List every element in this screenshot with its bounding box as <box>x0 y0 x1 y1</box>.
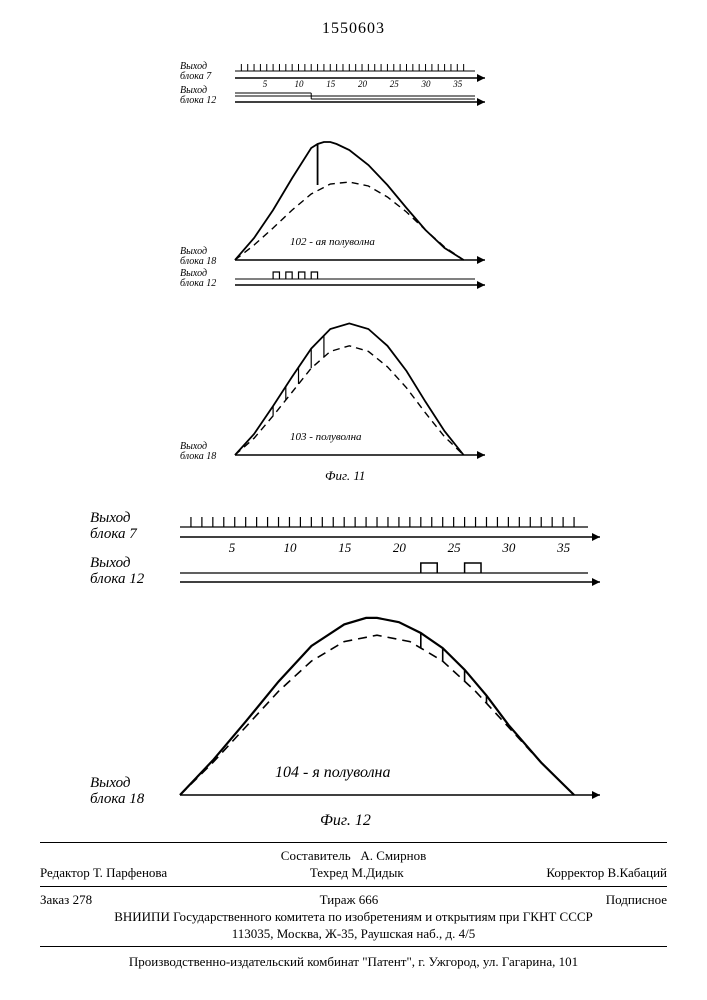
svg-text:20: 20 <box>358 79 368 89</box>
prod-line: Производственно-издательский комбинат "П… <box>40 954 667 971</box>
svg-text:104 - я полуволна: 104 - я полуволна <box>275 764 390 781</box>
corrector-cell: Корректор В.Кабаций <box>546 865 667 882</box>
vniip-line2: 113035, Москва, Ж-35, Раушская наб., д. … <box>40 926 667 943</box>
svg-text:5: 5 <box>229 540 236 555</box>
composer-label: Составитель <box>281 848 351 863</box>
svg-text:блока 12: блока 12 <box>180 95 216 106</box>
svg-text:Фиг. 11: Фиг. 11 <box>325 468 365 483</box>
separator <box>40 946 667 947</box>
credits-block-2: Заказ 278 Тираж 666 Подписное ВНИИПИ Гос… <box>40 892 667 943</box>
svg-text:блока 18: блока 18 <box>180 256 216 267</box>
svg-text:блока 7: блока 7 <box>90 526 138 542</box>
svg-text:103 - полуволна: 103 - полуволна <box>290 431 362 443</box>
separator <box>40 886 667 887</box>
figure-12-svg: Выходблока 75101520253035Выходблока 12Вы… <box>90 500 610 835</box>
svg-text:15: 15 <box>326 79 336 89</box>
editor-row: Редактор Т. Парфенова Техред М.Дидык Кор… <box>40 865 667 882</box>
svg-text:блока 12: блока 12 <box>90 571 145 587</box>
svg-text:25: 25 <box>390 79 400 89</box>
svg-text:10: 10 <box>295 79 305 89</box>
order-row: Заказ 278 Тираж 666 Подписное <box>40 892 667 909</box>
svg-text:35: 35 <box>556 540 571 555</box>
vniip-line1: ВНИИПИ Государственного комитета по изоб… <box>40 909 667 926</box>
svg-text:10: 10 <box>283 540 297 555</box>
svg-text:25: 25 <box>448 540 462 555</box>
svg-text:20: 20 <box>393 540 407 555</box>
doc-number: 1550603 <box>0 20 707 38</box>
svg-text:Выход: Выход <box>90 555 131 571</box>
svg-text:35: 35 <box>452 79 463 89</box>
svg-text:блока 12: блока 12 <box>180 278 216 289</box>
svg-text:5: 5 <box>263 79 268 89</box>
svg-text:блока 18: блока 18 <box>90 791 145 807</box>
svg-text:Выход: Выход <box>90 510 131 526</box>
svg-text:15: 15 <box>338 540 352 555</box>
figure-11: Выходблока 75101520253035Выходблока 12Вы… <box>175 55 495 485</box>
svg-text:102 - ая полуволна: 102 - ая полуволна <box>290 236 375 248</box>
tehred-cell: Техред М.Дидык <box>310 865 404 882</box>
composer-name: А. Смирнов <box>360 848 426 863</box>
figure-11-svg: Выходблока 75101520253035Выходблока 12Вы… <box>175 55 495 485</box>
credits-block-1: Составитель А. Смирнов Редактор Т. Парфе… <box>40 848 667 882</box>
tirazh-cell: Тираж 666 <box>320 892 379 909</box>
figure-12: Выходблока 75101520253035Выходблока 12Вы… <box>90 500 610 835</box>
separator <box>40 842 667 843</box>
svg-text:Фиг. 12: Фиг. 12 <box>320 812 371 829</box>
svg-text:Выход: Выход <box>90 775 131 791</box>
editor-cell: Редактор Т. Парфенова <box>40 865 167 882</box>
svg-text:блока 18: блока 18 <box>180 451 216 462</box>
svg-text:блока 7: блока 7 <box>180 71 212 82</box>
podpisnoe: Подписное <box>606 892 667 909</box>
order-cell: Заказ 278 <box>40 892 92 909</box>
svg-text:30: 30 <box>421 79 432 89</box>
patent-page: 1550603 Выходблока 75101520253035Выходбл… <box>0 0 707 1000</box>
composer-line: Составитель А. Смирнов <box>40 848 667 865</box>
svg-text:30: 30 <box>501 540 516 555</box>
